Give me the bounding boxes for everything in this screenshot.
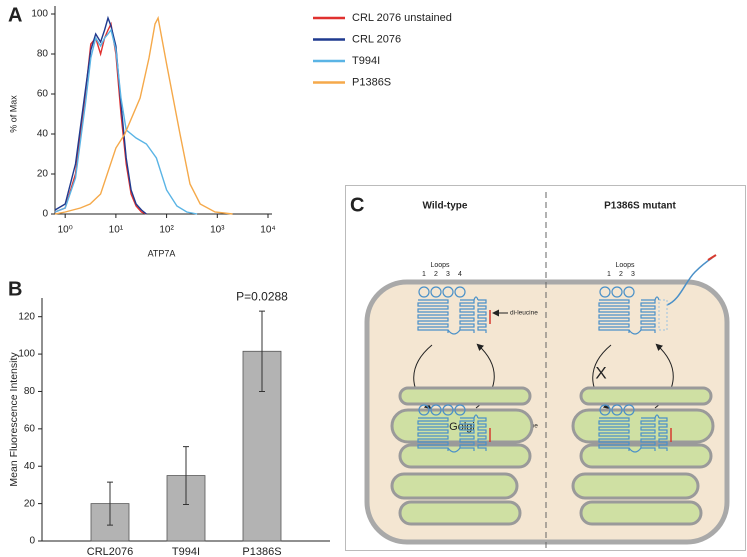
y-tick-label: 20	[24, 498, 36, 509]
helix	[417, 299, 449, 333]
x-tick-label: T994I	[172, 546, 200, 557]
loop	[599, 404, 611, 416]
y-tick-label: 0	[29, 536, 35, 547]
x-tick-label: 10²	[159, 225, 174, 236]
x-axis-title: ATP7A	[148, 248, 176, 258]
golgi-cisterna	[390, 472, 519, 500]
loop-number: 4	[458, 271, 462, 278]
loop	[442, 286, 454, 298]
x-tick-label: CRL2076	[87, 546, 133, 557]
y-tick-label: 60	[24, 423, 36, 434]
y-axis-title: % of Max	[8, 95, 18, 133]
y-tick-label: 80	[24, 386, 36, 397]
helix	[640, 299, 656, 333]
y-tick-label: 60	[37, 89, 49, 100]
loop	[454, 286, 466, 298]
y-tick-label: 40	[24, 461, 36, 472]
loop-number: 2	[434, 271, 438, 278]
x-tick-label: P1386S	[242, 546, 281, 557]
helix	[598, 299, 630, 333]
golgi-cisterna	[398, 386, 532, 406]
linker	[628, 414, 660, 453]
loop-number: 3	[631, 271, 635, 278]
error-bar	[107, 481, 113, 526]
column-title: P1386S mutant	[604, 201, 676, 212]
helix	[598, 417, 630, 451]
loop	[442, 404, 454, 416]
error-bar	[183, 446, 189, 506]
y-tick-label: 40	[37, 129, 49, 140]
x-tick-label: 10³	[210, 225, 225, 236]
y-tick-label: 20	[37, 169, 49, 180]
helix	[417, 417, 449, 451]
loop-number: 1	[422, 271, 426, 278]
helix-lost	[658, 299, 668, 331]
helix	[477, 417, 487, 451]
series-line	[54, 21, 147, 215]
linker	[628, 296, 660, 335]
motif-label: di-leucine	[510, 310, 538, 317]
y-tick-label: 120	[18, 311, 35, 322]
series-line	[54, 15, 147, 215]
helix	[658, 417, 668, 451]
loop	[599, 286, 611, 298]
y-tick-label: 0	[42, 209, 48, 220]
linker	[447, 414, 479, 453]
x-tick-label: 10⁰	[58, 225, 73, 236]
panel-label: A	[8, 4, 22, 26]
loop	[418, 404, 430, 416]
loop	[430, 404, 442, 416]
helix	[477, 299, 487, 333]
panel-label: C	[350, 194, 364, 216]
loops-label: Loops	[615, 262, 635, 269]
helix	[459, 417, 475, 451]
linker	[447, 296, 479, 335]
golgi-cisterna	[579, 386, 713, 406]
loop	[611, 404, 623, 416]
legend-label: CRL 2076 unstained	[352, 12, 452, 24]
x-tick-label: 10¹	[109, 225, 124, 236]
series-line	[54, 28, 198, 215]
loop	[430, 286, 442, 298]
panel-label: B	[8, 278, 22, 300]
loop-number: 2	[619, 271, 623, 278]
x-tick-label: 10⁴	[260, 225, 275, 236]
y-tick-label: 100	[18, 349, 35, 360]
tail-motif	[707, 254, 717, 261]
helix	[640, 417, 656, 451]
loop-number: 1	[607, 271, 611, 278]
y-tick-label: 80	[37, 49, 49, 60]
legend-label: T994I	[352, 55, 380, 67]
golgi-cisterna	[571, 408, 715, 444]
y-axis-title: Mean Fluorescence Intensity	[8, 352, 20, 487]
golgi-cisterna	[579, 500, 703, 526]
golgi-cisterna	[571, 472, 700, 500]
column-title: Wild-type	[423, 201, 468, 212]
loop-number: 3	[446, 271, 450, 278]
loop	[623, 404, 635, 416]
annotation: P=0.0288	[236, 289, 288, 303]
y-tick-label: 100	[31, 9, 48, 20]
loop	[623, 286, 635, 298]
loops-label: Loops	[430, 262, 450, 269]
legend-label: P1386S	[352, 76, 391, 88]
series-line	[54, 15, 233, 215]
helix	[459, 299, 475, 333]
tail	[666, 257, 713, 306]
loop	[611, 286, 623, 298]
loop	[454, 404, 466, 416]
golgi-cisterna	[398, 500, 522, 526]
legend-label: CRL 2076	[352, 33, 401, 45]
loop	[418, 286, 430, 298]
error-bar	[259, 310, 265, 392]
blocked-mark: X	[595, 363, 606, 382]
